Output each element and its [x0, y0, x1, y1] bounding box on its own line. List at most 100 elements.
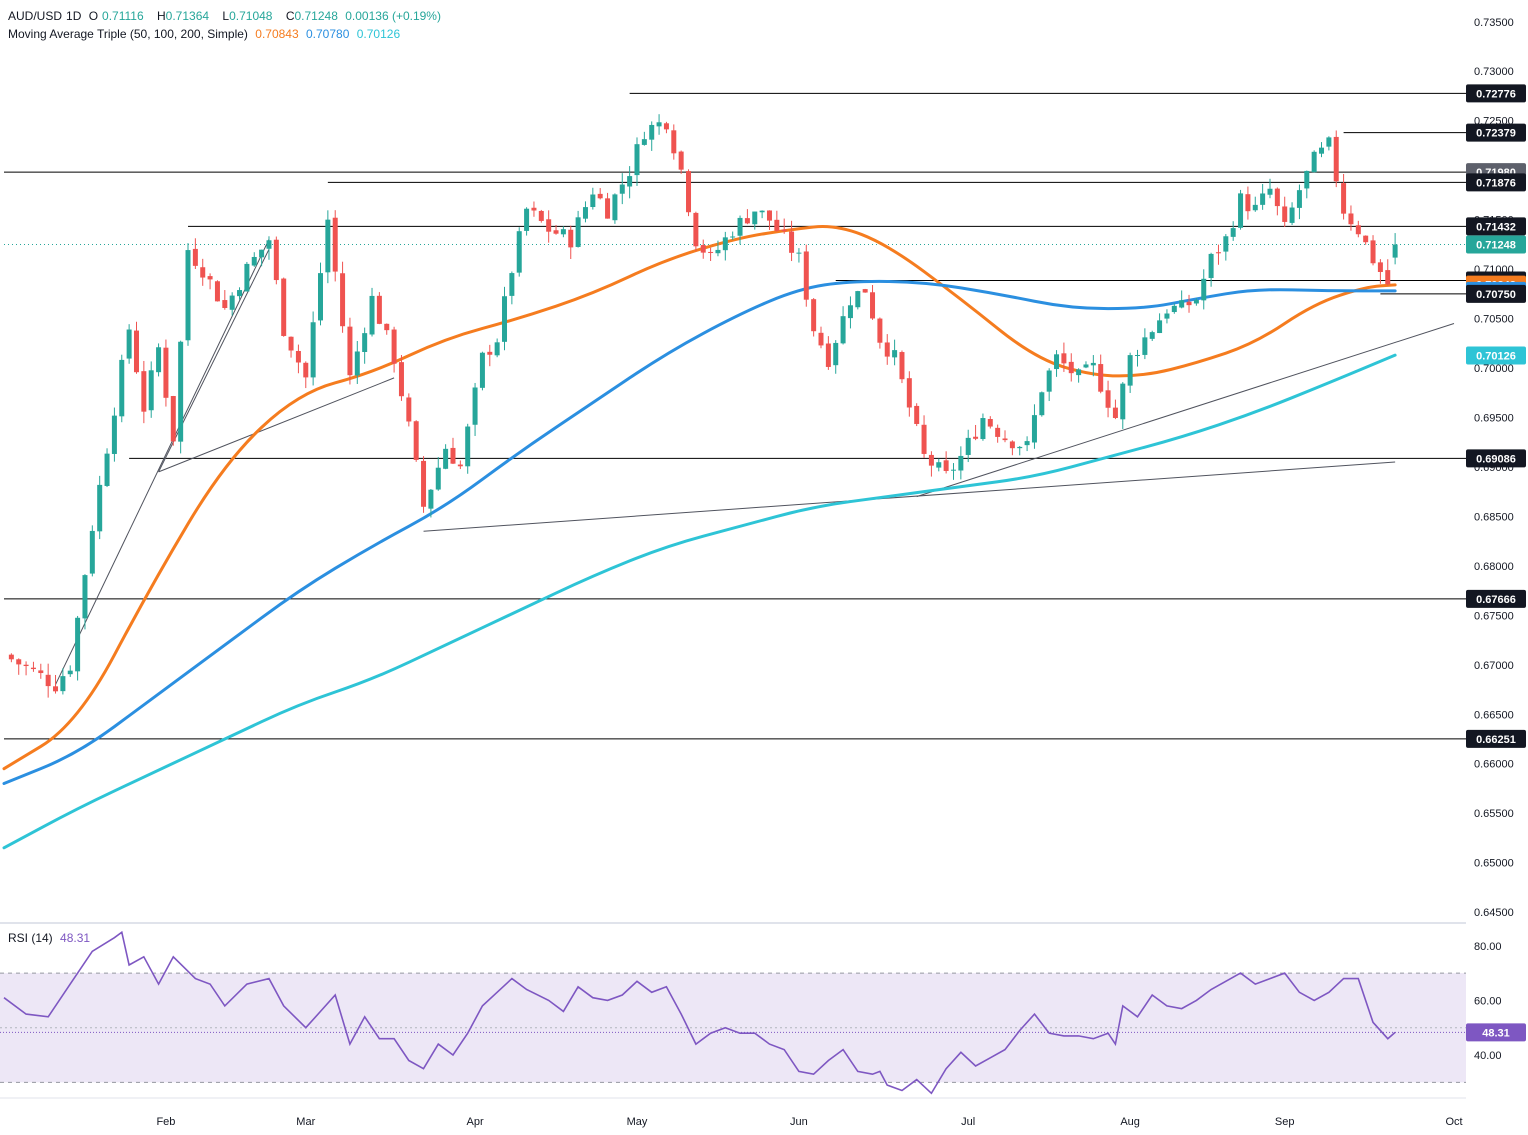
- candle-bear: [398, 362, 404, 397]
- candle-bear: [686, 171, 692, 213]
- candle-bull: [1267, 188, 1273, 195]
- price-tick-label: 0.70500: [1474, 314, 1514, 326]
- candle-bull: [649, 124, 655, 140]
- candle-bull: [67, 670, 73, 675]
- candle-bear: [825, 343, 831, 367]
- candle-bull: [89, 530, 95, 574]
- candle-bull: [892, 350, 898, 358]
- candle-bull: [1311, 151, 1317, 173]
- rsi-tick-label: 40.00: [1474, 1050, 1502, 1062]
- symbol-label: AUD/USD: [8, 9, 63, 23]
- level-tag: [1466, 217, 1526, 236]
- candle-bear: [133, 330, 139, 373]
- candle-bull: [111, 415, 117, 454]
- level-tag: [1466, 84, 1526, 103]
- candle-bear: [487, 351, 493, 355]
- candle-bear: [303, 362, 309, 378]
- candle-bull: [259, 249, 265, 258]
- price-tick-label: 0.67500: [1474, 610, 1514, 622]
- candle-bull: [722, 237, 728, 251]
- candle-bull: [494, 342, 500, 356]
- candle-bear: [870, 292, 876, 319]
- candle-bull: [1031, 415, 1037, 443]
- candle-bear: [811, 299, 817, 332]
- candle-bear: [693, 212, 699, 247]
- level-tag-label: 0.72776: [1476, 88, 1516, 100]
- candle-bear: [1105, 390, 1111, 408]
- candle-bull: [310, 322, 316, 378]
- candle-bull: [1164, 313, 1170, 319]
- candle-bull: [104, 453, 110, 486]
- candle-bear: [163, 347, 169, 398]
- time-tick-label: Mar: [296, 1116, 315, 1128]
- candle-bull: [582, 207, 588, 219]
- candle-bull: [619, 184, 625, 194]
- candle-bear: [766, 210, 772, 221]
- trend-line: [916, 323, 1455, 498]
- candle-bear: [214, 281, 220, 302]
- candle-bear: [421, 460, 427, 507]
- candle-bear: [23, 664, 29, 667]
- candle-bull: [369, 295, 375, 335]
- candle-bear: [708, 251, 714, 253]
- close-label: C: [285, 9, 295, 23]
- rsi-tick-label: 60.00: [1474, 995, 1502, 1007]
- candle-bull: [60, 676, 66, 692]
- candle-bull: [980, 418, 986, 440]
- candle-bear: [16, 659, 22, 665]
- candle-bull: [97, 484, 103, 532]
- candle-bull: [244, 263, 250, 292]
- trend-line: [55, 239, 270, 685]
- candle-bear: [995, 427, 1001, 437]
- candle-bear: [457, 464, 463, 467]
- sma200-line: [2, 353, 1397, 850]
- candle-bear: [538, 210, 544, 221]
- candle-bull: [524, 208, 530, 231]
- time-tick-label: May: [627, 1116, 648, 1128]
- level-tag: [1466, 729, 1526, 748]
- ma-title: Moving Average Triple (50, 100, 200, Sim…: [8, 27, 248, 41]
- sma100-line: [2, 279, 1397, 786]
- high-value: 0.71364: [165, 9, 210, 23]
- candle-bear: [663, 123, 669, 130]
- price-tick-label: 0.66500: [1474, 709, 1514, 721]
- candle-bear: [45, 674, 51, 687]
- candle-bear: [862, 289, 868, 293]
- candle-bull: [1171, 305, 1177, 313]
- candle-bull: [325, 219, 331, 273]
- candle-bull: [1179, 300, 1185, 308]
- candle-bull: [502, 296, 508, 342]
- candle-bull: [1193, 300, 1199, 304]
- rsi-legend: RSI (14) 48.31: [8, 931, 94, 945]
- candle-bear: [141, 371, 147, 412]
- candle-bear: [1355, 225, 1361, 235]
- candle-bull: [1076, 369, 1082, 376]
- time-tick-label: Apr: [467, 1116, 484, 1128]
- candle-bull: [833, 342, 839, 366]
- candle-bull: [1157, 320, 1163, 334]
- price-tick-label: 0.68000: [1474, 561, 1514, 573]
- candle-bear: [222, 300, 228, 308]
- low-label: L: [222, 9, 230, 23]
- sma200-tag-label: 0.70126: [1476, 351, 1516, 363]
- candle-bear: [597, 193, 603, 199]
- candle-bull: [752, 211, 758, 225]
- candle-bull: [1039, 392, 1045, 416]
- candle-bear: [803, 251, 809, 300]
- candle-bear: [1370, 240, 1376, 264]
- ma200-value: 0.70126: [356, 27, 401, 41]
- candle-bull: [1149, 332, 1155, 339]
- price-tick-label: 0.73500: [1474, 17, 1514, 29]
- level-tag-label: 0.70750: [1476, 289, 1516, 301]
- candle-bull: [82, 575, 88, 619]
- level-tag: [1466, 123, 1526, 142]
- candle-bear: [1009, 441, 1015, 449]
- candle-bear: [553, 230, 559, 234]
- price-tick-label: 0.70000: [1474, 363, 1514, 375]
- candle-bear: [1341, 183, 1347, 214]
- candle-bear: [1098, 364, 1104, 392]
- candle-bear: [921, 424, 927, 454]
- candle-bull: [796, 252, 802, 254]
- time-tick-label: Oct: [1445, 1116, 1462, 1128]
